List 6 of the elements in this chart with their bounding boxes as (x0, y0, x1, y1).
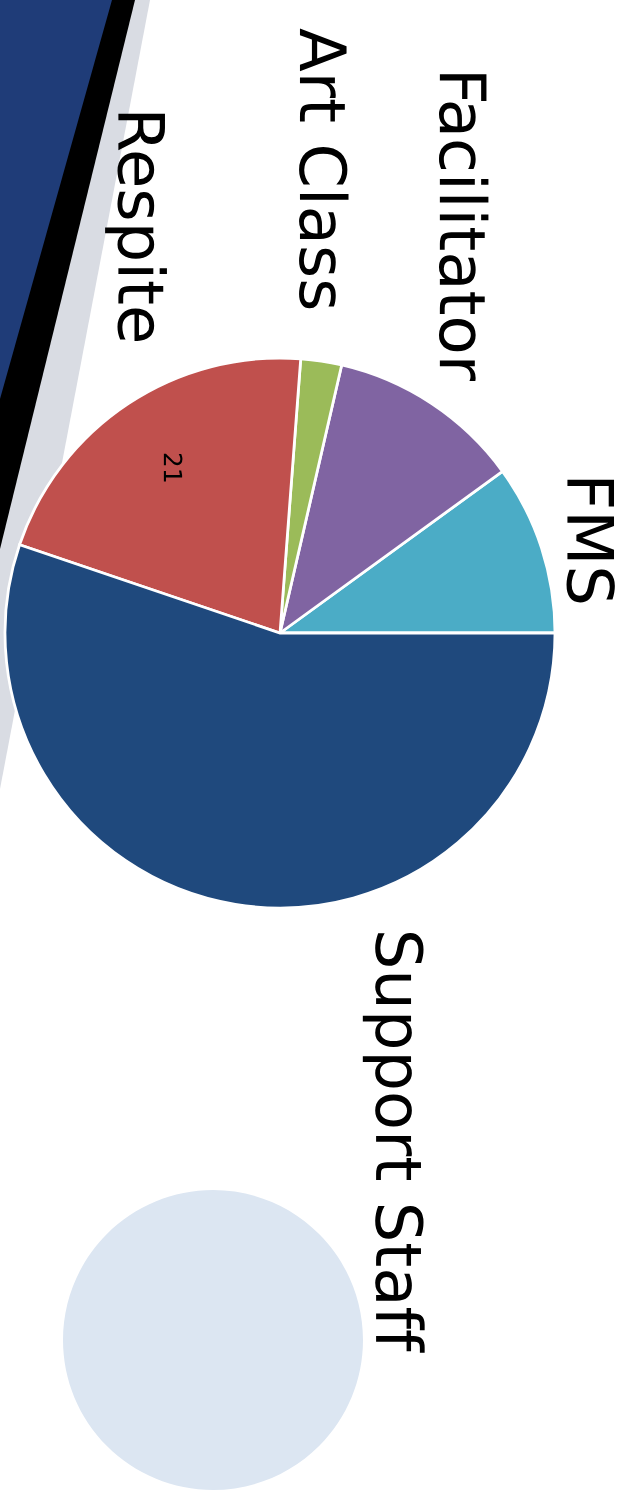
slice-label: FMS (566, 479, 615, 603)
data-label: 21 (163, 453, 183, 482)
slice-label: Respite (105, 113, 167, 341)
slice-label: Support Staff (362, 933, 425, 1353)
slice-label: Art Class (299, 28, 349, 309)
slice-label: Facilitator (438, 74, 489, 381)
